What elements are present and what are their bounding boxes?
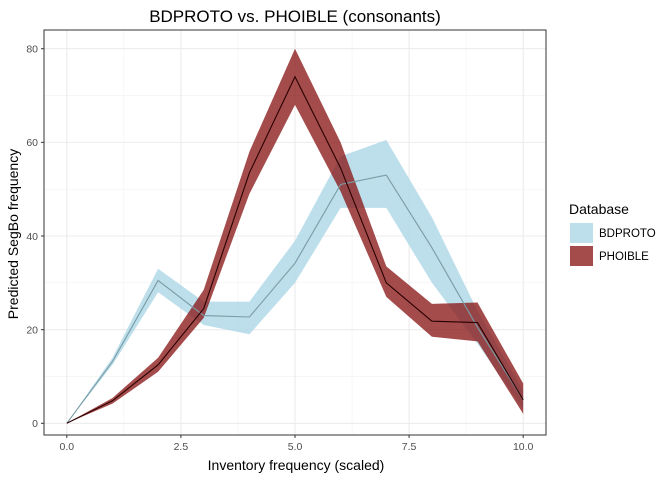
- y-tick-label: 60: [26, 137, 38, 149]
- legend-label-bdproto: BDPROTO: [599, 228, 656, 240]
- plot-panel: [43, 29, 547, 436]
- legend-key-bdproto: [570, 223, 593, 243]
- line-bdproto: [66, 174, 524, 424]
- y-tick-label: 20: [26, 324, 38, 336]
- line-phoible: [66, 75, 524, 424]
- y-axis-title: Predicted SegBo frequency: [5, 149, 21, 319]
- x-tick-label: 7.5: [402, 441, 417, 453]
- x-tick-label: 0.0: [60, 441, 75, 453]
- x-axis-title: Inventory frequency (scaled): [208, 457, 385, 473]
- x-tick-label: 5.0: [288, 441, 303, 453]
- y-tick-label: 80: [26, 44, 38, 56]
- y-tick-label: 40: [26, 231, 38, 243]
- legend-title: Database: [569, 201, 629, 217]
- legend: Database BDPROTO PHOIBLE: [569, 201, 656, 266]
- x-axis-ticks: 0.0 2.5 5.0 7.5 10.0: [60, 435, 534, 453]
- chart-title: BDPROTO vs. PHOIBLE (consonants): [149, 7, 441, 26]
- y-tick-label: 0: [32, 418, 38, 430]
- x-tick-label: 2.5: [174, 441, 189, 453]
- ribbon-phoible: [66, 48, 524, 424]
- y-axis-ticks: 0 20 40 60 80: [26, 44, 44, 430]
- x-tick-label: 10.0: [513, 441, 534, 453]
- legend-key-phoible: [570, 246, 593, 266]
- legend-label-phoible: PHOIBLE: [599, 251, 649, 263]
